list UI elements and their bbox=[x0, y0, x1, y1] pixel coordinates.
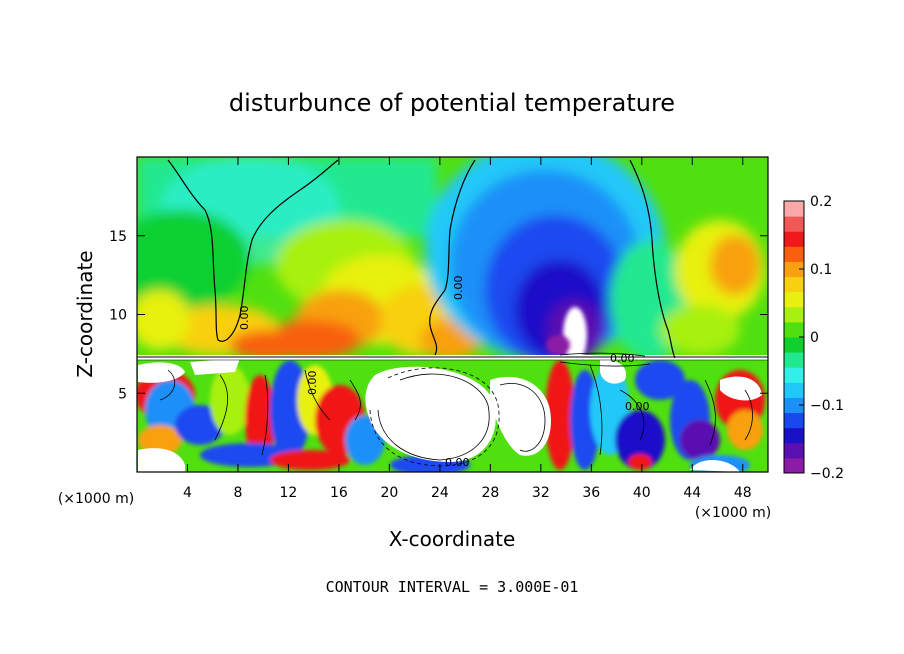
colorbar-tick-label: 0 bbox=[810, 330, 819, 346]
x-unit-label-right: (×1000 m) bbox=[695, 505, 771, 521]
colorbar-swatch bbox=[784, 321, 804, 338]
colorbar-swatch bbox=[784, 276, 804, 293]
colorbar-swatch bbox=[784, 337, 804, 353]
y-tick-label: 10 bbox=[109, 308, 127, 324]
x-axis: 4 8 12 16 20 24 28 32 36 40 44 48 bbox=[183, 157, 752, 501]
x-tick-label: 44 bbox=[683, 485, 701, 501]
colorbar-frame bbox=[783, 200, 805, 474]
colorbar: 0.2 0.1 0 −0.1 −0.2 bbox=[784, 194, 844, 482]
x-tick-label: 28 bbox=[481, 485, 499, 501]
x-tick-label: 20 bbox=[380, 485, 398, 501]
x-unit-label-left: (×1000 m) bbox=[58, 491, 134, 507]
colorbar-swatch bbox=[784, 442, 804, 459]
colorbar-swatch bbox=[784, 382, 804, 398]
colorbar-swatch bbox=[784, 412, 804, 429]
x-tick-label: 16 bbox=[330, 485, 348, 501]
x-tick-label: 12 bbox=[280, 485, 298, 501]
colorbar-tick-label: 0.2 bbox=[810, 194, 832, 210]
y-axis: 5 10 15 bbox=[109, 229, 768, 402]
colorbar-swatch bbox=[784, 216, 804, 232]
contour-interval-text: CONTOUR INTERVAL = 3.000E-01 bbox=[326, 578, 579, 596]
x-tick-label: 40 bbox=[633, 485, 651, 501]
contour-label: 0.00 bbox=[445, 456, 470, 469]
colorbar-swatch bbox=[784, 352, 804, 368]
contour-label: 0.00 bbox=[610, 352, 635, 365]
x-tick-label: 36 bbox=[582, 485, 600, 501]
x-tick-label: 32 bbox=[532, 485, 550, 501]
contour-label: 0.00 bbox=[452, 276, 465, 301]
colorbar-swatch bbox=[784, 397, 804, 414]
colorbar-tick-label: −0.2 bbox=[810, 466, 844, 482]
colorbar-swatch bbox=[784, 367, 804, 383]
colorbar-swatch bbox=[784, 201, 804, 217]
y-tick-label: 5 bbox=[118, 386, 127, 402]
heatmap-field bbox=[137, 157, 768, 472]
colorbar-swatch bbox=[784, 246, 804, 262]
y-axis-label: Z-coordinate bbox=[73, 250, 97, 377]
colorbar-swatch bbox=[784, 231, 804, 247]
x-tick-label: 24 bbox=[431, 485, 449, 501]
y-tick-label: 15 bbox=[109, 229, 127, 245]
contour-label: 0.00 bbox=[238, 306, 251, 331]
colorbar-swatch bbox=[784, 457, 804, 474]
chart-title: disturbunce of potential temperature bbox=[229, 89, 675, 117]
x-tick-label: 48 bbox=[734, 485, 752, 501]
x-tick-label: 8 bbox=[233, 485, 242, 501]
colorbar-swatch bbox=[784, 261, 804, 278]
x-tick-label: 4 bbox=[183, 485, 192, 501]
contour-label: 0.00 bbox=[306, 371, 319, 396]
colorbar-tick-label: 0.1 bbox=[810, 262, 832, 278]
colorbar-swatch bbox=[784, 291, 804, 308]
colorbar-tick-label: −0.1 bbox=[810, 398, 844, 414]
colorbar-swatch bbox=[784, 427, 804, 444]
x-axis-label: X-coordinate bbox=[389, 527, 516, 551]
colorbar-swatch bbox=[784, 306, 804, 323]
contour-label: 0.00 bbox=[625, 400, 650, 413]
